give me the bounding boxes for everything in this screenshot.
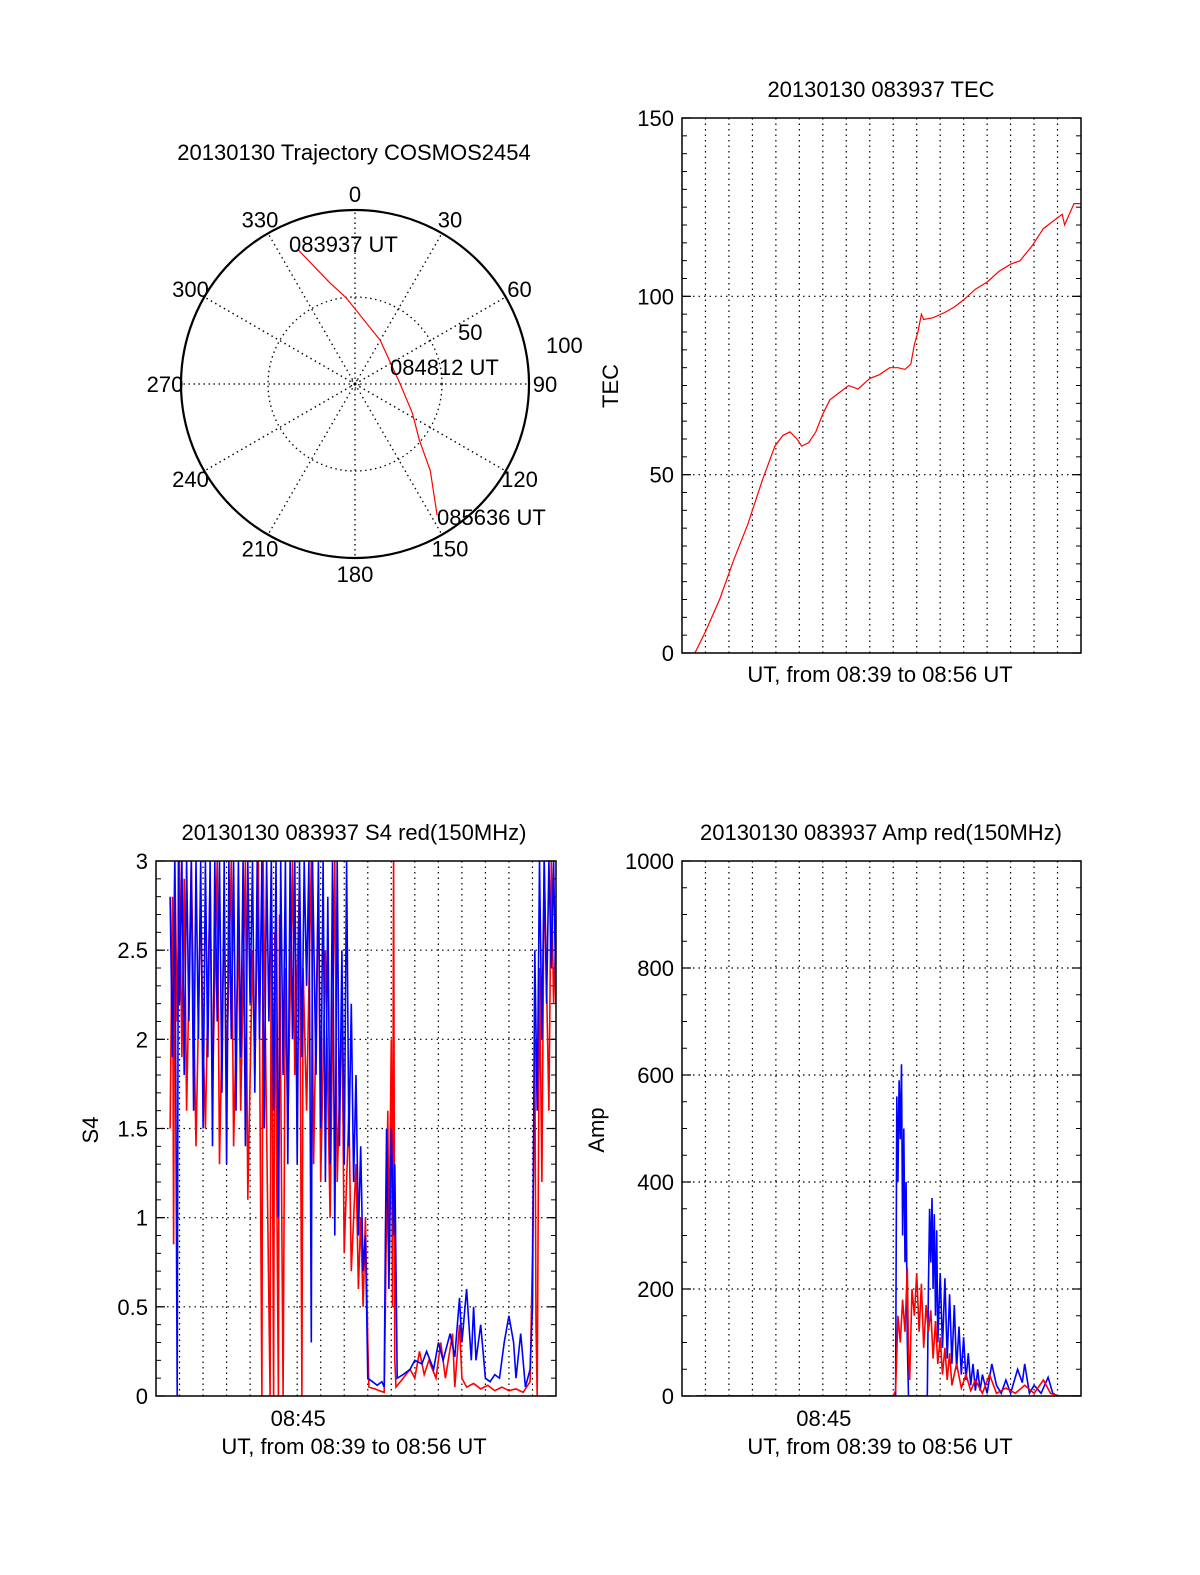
y-tick-label: 600 [637, 1063, 674, 1088]
y-tick-label: 1 [136, 1206, 148, 1231]
y-tick-label: 100 [637, 284, 674, 309]
tec-panel: 20130130 083937 TEC UT, from 08:39 to 08… [598, 77, 1082, 687]
s4-xlabel: UT, from 08:39 to 08:56 UT [221, 1434, 486, 1459]
polar-grid [179, 208, 531, 560]
time-label-start: 083937 UT [289, 232, 398, 257]
tec-plot: 0 50 100 150 [637, 106, 1082, 666]
polar-spoke [203, 383, 356, 472]
y-tick-label: 150 [637, 106, 674, 131]
series-line-red [696, 1267, 1081, 1396]
amp-ylabel: Amp [584, 1107, 609, 1152]
polar-angle-label: 330 [242, 207, 279, 232]
amp-panel: 20130130 083937 Amp red(150MHz) UT, from… [584, 820, 1082, 1459]
polar-angle-label: 0 [349, 182, 361, 207]
polar-angle-label: 60 [507, 277, 531, 302]
polar-center-ring [350, 379, 360, 389]
polar-angle-label: 300 [172, 277, 209, 302]
amp-plot: 0 200 400 600 800 1000 08:45 [625, 849, 1082, 1431]
radius-label-50: 50 [458, 320, 482, 345]
x-tick-label: 08:45 [271, 1406, 326, 1431]
polar-marks: 0 30 60 90 120 150 180 210 240 270 300 330 [147, 182, 558, 587]
radius-label-100: 100 [546, 333, 583, 358]
polar-title: 20130130 Trajectory COSMOS2454 [177, 140, 530, 165]
polar-spoke [267, 383, 356, 536]
polar-spoke [354, 383, 443, 536]
y-tick-label: 2 [136, 1027, 148, 1052]
y-tick-label: 0 [662, 1384, 674, 1409]
y-tick-label: 1000 [625, 849, 674, 874]
tec-xlabel: UT, from 08:39 to 08:56 UT [747, 662, 1012, 687]
series-line-blue [696, 1064, 1081, 1396]
y-tick-label: 200 [637, 1277, 674, 1302]
plot-frame [681, 860, 1082, 1397]
y-tick-label: 0.5 [117, 1295, 148, 1320]
s4-title: 20130130 083937 S4 red(150MHz) [182, 820, 527, 845]
s4-ylabel: S4 [78, 1117, 103, 1144]
polar-angle-label: 30 [438, 207, 462, 232]
time-label-mid: 084812 UT [390, 355, 499, 380]
y-tick-label: 400 [637, 1170, 674, 1195]
polar-spoke [354, 383, 507, 472]
polar-outer-circle [179, 208, 531, 560]
tec-title: 20130130 083937 TEC [767, 77, 994, 102]
polar-angle-label: 120 [501, 467, 538, 492]
y-tick-label: 0 [662, 641, 674, 666]
y-tick-label: 800 [637, 956, 674, 981]
series-line-blue [169, 861, 556, 1396]
polar-angle-label: 240 [172, 467, 209, 492]
polar-angle-label: 90 [533, 372, 557, 397]
series-line-tec [694, 203, 1081, 653]
polar-spoke [354, 232, 443, 385]
plot-frame [681, 117, 1082, 654]
polar-angle-label: 180 [337, 562, 374, 587]
y-tick-label: 3 [136, 849, 148, 874]
polar-trajectory-panel: 20130130 Trajectory COSMOS2454 0 30 60 90 12… [147, 140, 583, 587]
tec-ylabel: TEC [598, 364, 623, 408]
polar-angle-label: 210 [242, 537, 279, 562]
y-tick-label: 1.5 [117, 1117, 148, 1142]
amp-title: 20130130 083937 Amp red(150MHz) [700, 820, 1062, 845]
polar-angle-label: 150 [432, 537, 469, 562]
time-label-end: 085636 UT [437, 505, 546, 530]
s4-plot: 0 0.5 1 1.5 2 2.5 3 08:45 [117, 849, 557, 1431]
s4-panel: 20130130 083937 S4 red(150MHz) UT, from … [78, 820, 557, 1459]
plot-frame [155, 860, 557, 1397]
polar-ring-50 [267, 296, 443, 472]
y-tick-label: 50 [650, 463, 674, 488]
polar-spoke [267, 232, 356, 385]
x-tick-label: 08:45 [796, 1406, 851, 1431]
y-tick-label: 0 [136, 1384, 148, 1409]
polar-spoke [354, 296, 507, 385]
y-tick-label: 2.5 [117, 938, 148, 963]
trajectory-line [297, 249, 438, 516]
polar-spoke [203, 296, 356, 385]
amp-xlabel: UT, from 08:39 to 08:56 UT [747, 1434, 1012, 1459]
polar-angle-label: 270 [147, 372, 184, 397]
